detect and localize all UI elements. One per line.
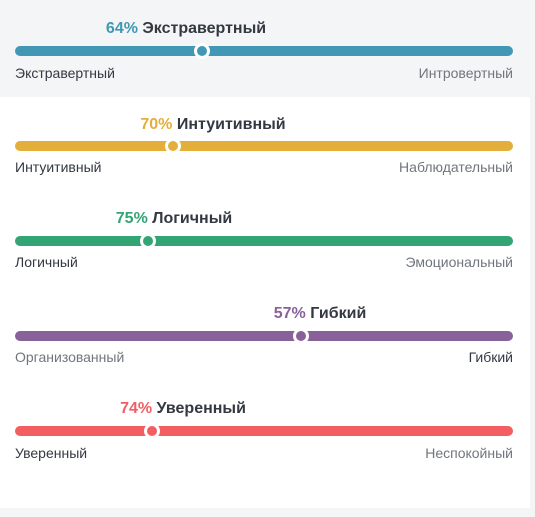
trait-percent: 64% xyxy=(105,20,138,37)
trait-dominant: Уверенный xyxy=(156,400,246,417)
trait-left-label: Логичный xyxy=(15,254,78,270)
trait-left-label: Экстравертный xyxy=(15,65,115,81)
trait-dominant: Гибкий xyxy=(310,305,367,322)
trait-percent: 75% xyxy=(115,210,148,227)
trait-knob[interactable] xyxy=(165,138,182,154)
trait-heading: 70% Интуитивный xyxy=(140,114,285,136)
trait-mind[interactable]: 70% Интуитивный Интуитивный Наблюдательн… xyxy=(0,97,530,192)
trait-knob[interactable] xyxy=(140,233,157,249)
trait-knob[interactable] xyxy=(293,328,310,344)
trait-knob[interactable] xyxy=(193,43,210,59)
trait-bar xyxy=(15,138,513,154)
trait-dominant: Логичный xyxy=(152,210,233,227)
trait-right-label: Эмоциональный xyxy=(405,254,513,270)
trait-right-label: Неспокойный xyxy=(425,445,513,461)
trait-energy[interactable]: 64% Экстравертный Экстравертный Интровер… xyxy=(0,0,530,97)
trait-right-label: Гибкий xyxy=(468,349,513,365)
trait-nature[interactable]: 75% Логичный Логичный Эмоциональный xyxy=(0,192,530,287)
trait-left-label: Организованный xyxy=(15,349,125,365)
trait-tactics[interactable]: 57% Гибкий Организованный Гибкий xyxy=(0,287,530,382)
trait-heading: 57% Гибкий xyxy=(274,303,367,325)
trait-percent: 70% xyxy=(140,116,173,133)
trait-heading: 74% Уверенный xyxy=(120,398,246,420)
trait-dominant: Интуитивный xyxy=(176,116,286,133)
trait-right-label: Интровертный xyxy=(418,65,513,81)
right-edge-strip xyxy=(530,0,535,517)
trait-right-label: Наблюдательный xyxy=(399,159,513,175)
trait-left-label: Интуитивный xyxy=(15,159,102,175)
trait-identity[interactable]: 74% Уверенный Уверенный Неспокойный xyxy=(0,382,530,477)
trait-bar xyxy=(15,423,513,439)
trait-bar xyxy=(15,43,513,59)
trait-bar xyxy=(15,233,513,249)
trait-left-label: Уверенный xyxy=(15,445,88,461)
trait-heading: 75% Логичный xyxy=(116,208,232,230)
bottom-edge-strip xyxy=(0,508,535,517)
trait-percent: 74% xyxy=(120,400,153,417)
trait-bar xyxy=(15,328,513,344)
trait-percent: 57% xyxy=(273,305,306,322)
trait-heading: 64% Экстравертный xyxy=(106,18,266,40)
trait-dominant: Экстравертный xyxy=(142,20,267,37)
trait-knob[interactable] xyxy=(143,423,160,439)
